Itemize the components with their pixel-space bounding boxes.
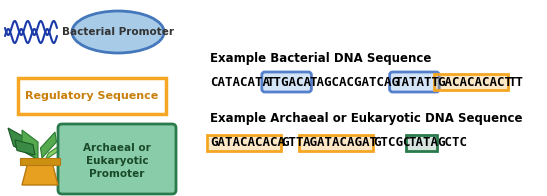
Text: TATA: TATA — [409, 136, 439, 150]
Text: TAGCACGATCAG: TAGCACGATCAG — [310, 75, 399, 89]
Text: TATATT: TATATT — [394, 75, 440, 89]
Text: GATACACACA: GATACACACA — [210, 136, 285, 150]
Text: Archaeal or
Eukaryotic
Promoter: Archaeal or Eukaryotic Promoter — [83, 143, 151, 179]
FancyBboxPatch shape — [299, 135, 373, 151]
Polygon shape — [22, 162, 58, 185]
Text: GTCGC: GTCGC — [373, 136, 411, 150]
FancyBboxPatch shape — [20, 158, 60, 165]
FancyBboxPatch shape — [406, 135, 437, 151]
FancyBboxPatch shape — [18, 78, 166, 114]
Text: GACACACACT: GACACACACT — [437, 75, 512, 89]
Text: GCTC: GCTC — [437, 136, 467, 150]
Polygon shape — [45, 140, 68, 160]
Text: Regulatory Sequence: Regulatory Sequence — [25, 91, 159, 101]
Text: Bacterial Promoter: Bacterial Promoter — [62, 27, 174, 37]
Polygon shape — [40, 132, 56, 158]
Text: CATACATA: CATACATA — [210, 75, 270, 89]
Text: AGATACAGAT: AGATACAGAT — [302, 136, 377, 150]
FancyBboxPatch shape — [58, 124, 176, 194]
Polygon shape — [8, 128, 35, 158]
Text: Example Bacterial DNA Sequence: Example Bacterial DNA Sequence — [210, 52, 432, 64]
Polygon shape — [22, 130, 38, 160]
Text: TTGACA: TTGACA — [267, 75, 312, 89]
Text: Example Archaeal or Eukaryotic DNA Sequence: Example Archaeal or Eukaryotic DNA Seque… — [210, 112, 522, 124]
FancyBboxPatch shape — [262, 72, 311, 92]
FancyBboxPatch shape — [207, 135, 281, 151]
Ellipse shape — [72, 11, 164, 53]
FancyBboxPatch shape — [434, 74, 508, 90]
FancyBboxPatch shape — [389, 72, 439, 92]
Text: GTT: GTT — [281, 136, 304, 150]
Polygon shape — [15, 140, 35, 155]
Text: TT: TT — [508, 75, 523, 89]
